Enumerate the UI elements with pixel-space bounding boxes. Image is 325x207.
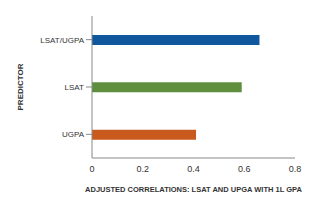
svg-text:LSAT/UGPA: LSAT/UGPA [40, 36, 84, 45]
svg-text:UGPA: UGPA [62, 130, 85, 139]
svg-text:0.8: 0.8 [289, 164, 302, 174]
svg-text:0.4: 0.4 [187, 164, 200, 174]
svg-text:LSAT: LSAT [65, 83, 85, 92]
svg-text:ADJUSTED CORRELATIONS: LSAT AN: ADJUSTED CORRELATIONS: LSAT AND UPGA WIT… [85, 185, 302, 194]
svg-text:PREDICTOR: PREDICTOR [16, 63, 25, 110]
svg-text:0.6: 0.6 [238, 164, 251, 174]
svg-text:0.2: 0.2 [136, 164, 149, 174]
svg-text:0: 0 [89, 164, 94, 174]
